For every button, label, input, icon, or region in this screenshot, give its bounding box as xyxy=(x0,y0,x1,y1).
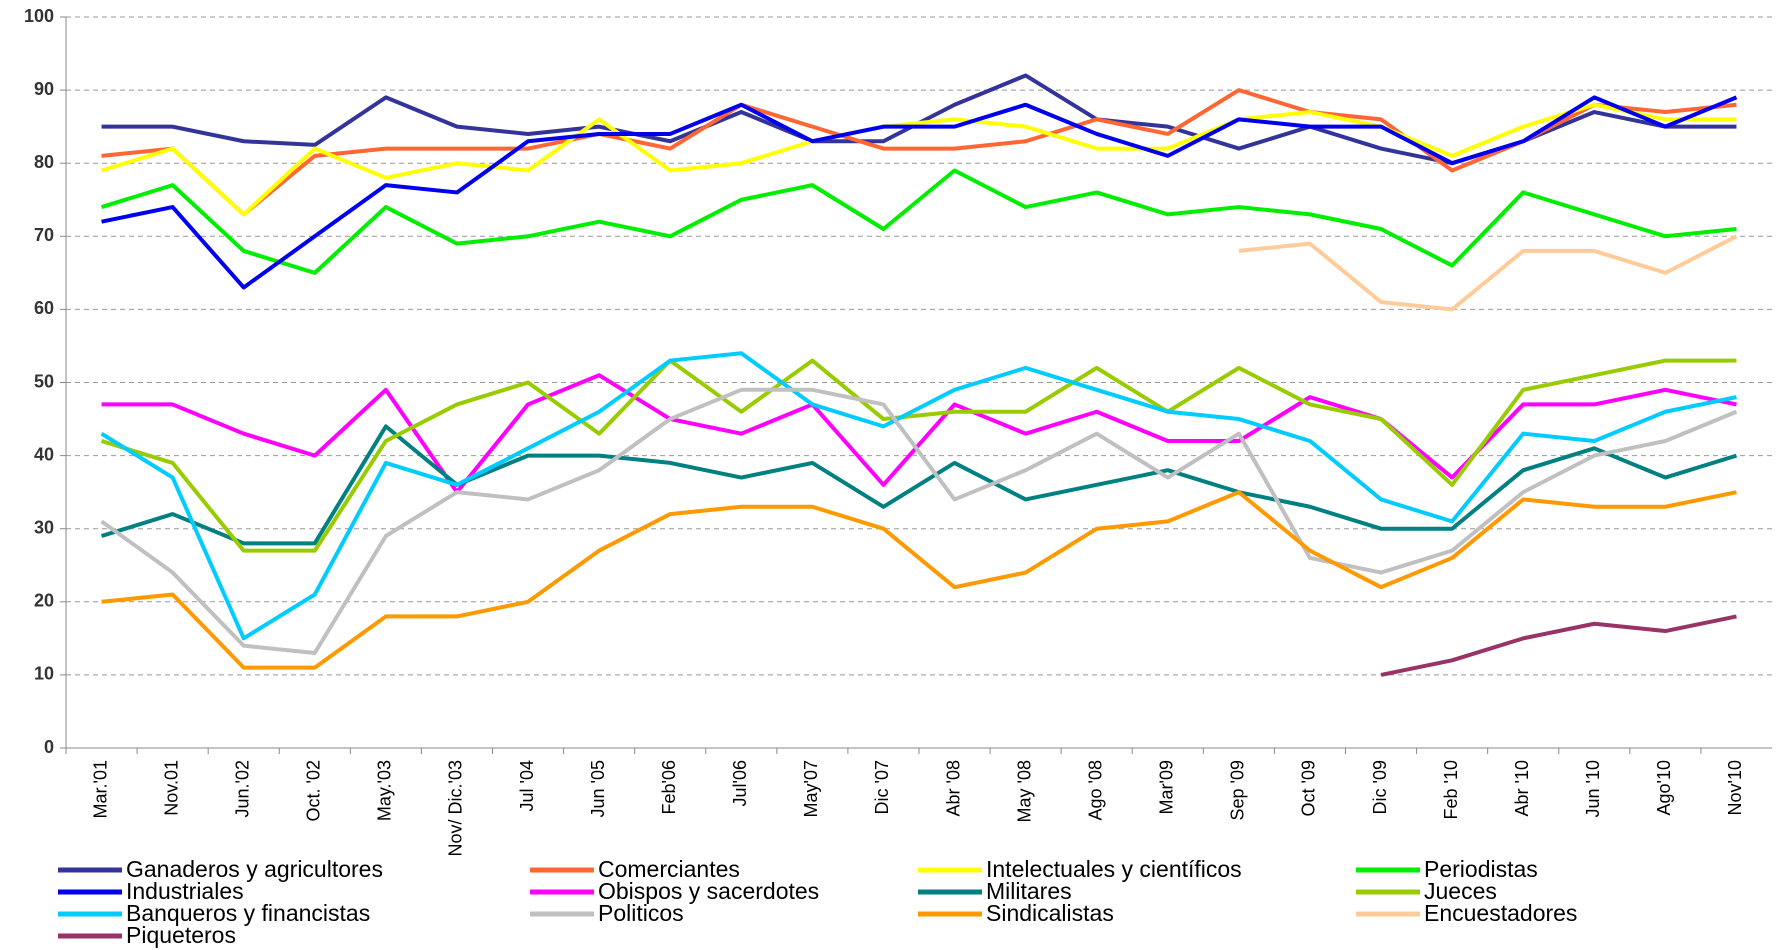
y-tick-label: 0 xyxy=(44,737,54,757)
series-line xyxy=(1238,234,1738,312)
series-line xyxy=(100,424,1738,546)
legend-label: Banqueros y financistas xyxy=(126,900,370,926)
x-tick-label: Nov.01 xyxy=(161,760,181,816)
legend-label: Industriales xyxy=(126,878,244,904)
legend-label: Militares xyxy=(986,878,1072,904)
y-tick-label: 70 xyxy=(34,225,54,245)
y-tick-label: 80 xyxy=(34,152,54,172)
x-tick-label: Nov'10 xyxy=(1725,760,1745,815)
x-tick-label: Jun '05 xyxy=(588,760,608,817)
x-tick-label: Feb '10 xyxy=(1441,760,1461,819)
legend-label: Jueces xyxy=(1424,878,1497,904)
legend-label: Piqueteros xyxy=(126,922,236,948)
x-tick-label: Feb'06 xyxy=(659,760,679,814)
series-line xyxy=(101,490,1737,670)
legend-label: Politicos xyxy=(598,900,684,926)
y-tick-label: 20 xyxy=(34,591,54,611)
y-tick-label: 90 xyxy=(34,79,54,99)
legend-label: Ganaderos y agricultores xyxy=(126,856,383,882)
x-tick-label: Sep '09 xyxy=(1228,760,1248,821)
x-tick-label: May'07 xyxy=(801,760,821,817)
x-tick-label: Jul'06 xyxy=(730,760,750,806)
x-tick-label: Jun '10 xyxy=(1583,760,1603,817)
x-tick-label: Jun.'02 xyxy=(232,760,252,817)
x-tick-label: Mar.'01 xyxy=(90,760,110,818)
y-tick-label: 50 xyxy=(34,371,54,391)
y-tick-label: 30 xyxy=(34,517,54,537)
x-tick-label: Dic '09 xyxy=(1370,760,1390,814)
y-tick-label: 10 xyxy=(34,664,54,684)
series-line xyxy=(100,387,1738,655)
series-line xyxy=(100,358,1737,553)
y-tick-label: 40 xyxy=(34,444,54,464)
x-tick-label: Oct '09 xyxy=(1299,760,1319,816)
series-line xyxy=(101,88,1737,217)
y-tick-label: 60 xyxy=(34,298,54,318)
x-tick-label: May.'03 xyxy=(375,760,395,821)
x-tick-label: Ago'10 xyxy=(1654,760,1674,816)
x-tick-label: Nov/ Dic.'03 xyxy=(446,760,466,856)
x-tick-label: Mar'09 xyxy=(1157,760,1177,814)
series-line xyxy=(1380,614,1737,677)
legend-label: Periodistas xyxy=(1424,856,1538,882)
series-line xyxy=(101,95,1738,290)
series-line xyxy=(100,102,1737,217)
legend-label: Encuestadores xyxy=(1424,900,1577,926)
x-tick-label: Ago '08 xyxy=(1085,760,1105,821)
x-tick-label: Dic '07 xyxy=(872,760,892,814)
x-tick-label: May '08 xyxy=(1014,760,1034,822)
x-tick-label: Abr '08 xyxy=(943,760,963,816)
x-tick-label: Oct. '02 xyxy=(304,760,324,821)
legend-label: Obispos y sacerdotes xyxy=(598,878,819,904)
series-line xyxy=(100,351,1737,641)
legend-label: Intelectuales y científicos xyxy=(986,856,1242,882)
y-tick-label: 100 xyxy=(24,6,54,26)
series-line xyxy=(101,373,1737,495)
x-tick-label: Jul '04 xyxy=(517,760,537,811)
x-tick-label: Abr '10 xyxy=(1512,760,1532,816)
series-line xyxy=(100,168,1737,275)
legend-label: Sindicalistas xyxy=(986,900,1114,926)
legend-label: Comerciantes xyxy=(598,856,740,882)
